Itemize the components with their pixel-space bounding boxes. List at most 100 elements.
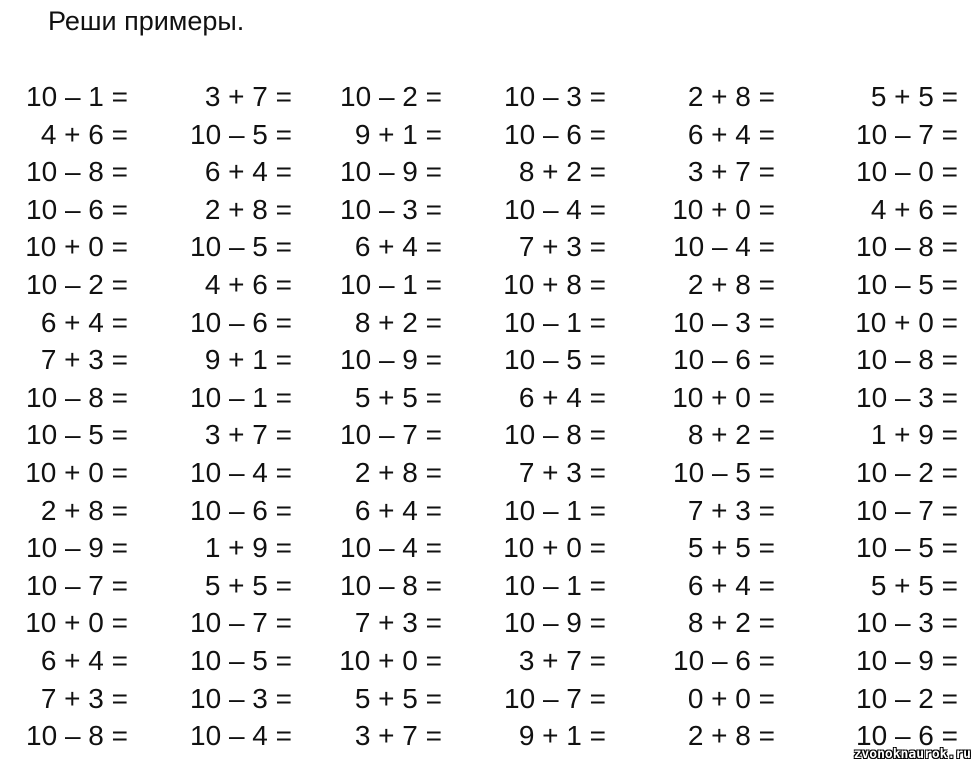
math-example: 6 + 4 = (687, 118, 775, 150)
math-example: 3 + 7 = (354, 720, 442, 752)
math-example: 10 – 4 = (340, 532, 442, 564)
example-row: 10 – 7 = 5 + 5 = 10 – 8 = 10 – 1 = 6 + 4 = 5 … (0, 568, 979, 604)
math-example: 10 – 9 = (340, 156, 442, 188)
math-example: 6 + 4 = (687, 569, 775, 601)
math-example: 2 + 8 = (40, 494, 128, 526)
math-example: 3 + 7 = (204, 419, 292, 451)
math-example: 6 + 4 = (354, 494, 442, 526)
math-example: 10 – 3 = (856, 607, 958, 639)
math-example: 5 + 5 = (354, 381, 442, 413)
math-example: 10 – 5 = (504, 344, 606, 376)
worksheet-title: Реши примеры. (48, 6, 245, 36)
math-example: 10 – 6 = (190, 494, 292, 526)
math-example: 10 – 9 = (26, 532, 128, 564)
math-example: 10 – 5 = (673, 457, 775, 488)
example-row: 10 – 8 = 10 – 1 = 5 + 5 = 6 + 4 = 10 + 0 = 10… (0, 380, 979, 416)
math-example: 10 – 4 = (190, 720, 292, 752)
example-row: 10 – 5 = 3 + 7 = 10 – 7 = 10 – 8 = 8 + 2 = 1 … (0, 417, 979, 453)
math-example: 10 – 7 = (190, 607, 292, 639)
math-example: 10 + 0 = (25, 231, 128, 263)
math-example: 10 – 8 = (856, 231, 958, 263)
math-example: 2 + 8 = (354, 457, 442, 488)
math-example: 0 + 0 = (687, 682, 775, 714)
math-example: 10 – 6 = (856, 720, 958, 752)
watermark: zvonoknaurok.ru (853, 747, 971, 762)
example-row: 10 – 9 = 1 + 9 = 10 – 4 = 10 + 0 = 5 + 5 = 10… (0, 530, 979, 566)
math-example: 4 + 6 = (40, 118, 128, 150)
math-example: 1 + 9 = (870, 419, 958, 451)
math-example: 6 + 4 = (354, 231, 442, 263)
math-example: 10 – 9 = (856, 645, 958, 676)
math-example: 10 – 6 = (673, 645, 775, 676)
example-row: 10 + 0 = 10 – 7 = 7 + 3 = 10 – 9 = 8 + 2 = 10… (0, 605, 979, 641)
example-row: 2 + 8 = 10 – 6 = 6 + 4 = 10 – 1 = 7 + 3 = 10 … (0, 493, 979, 529)
math-example: 2 + 8 = (687, 269, 775, 300)
math-example: 10 – 9 = (340, 344, 442, 376)
math-example: 10 + 0 = (855, 306, 958, 338)
example-row: 10 + 0 = 10 – 4 = 2 + 8 = 7 + 3 = 10 – 5 = 10… (0, 455, 979, 491)
math-example: 10 + 0 = (672, 193, 775, 225)
math-example: 10 – 8 = (26, 156, 128, 188)
math-example: 10 – 0 = (856, 156, 958, 188)
math-example: 10 – 6 = (504, 118, 606, 150)
math-example: 10 + 0 = (503, 532, 606, 564)
example-row: 10 + 0 = 10 – 5 = 6 + 4 = 7 + 3 = 10 – 4 = 10… (0, 229, 979, 265)
math-example: 10 – 7 = (26, 569, 128, 601)
math-example: 8 + 2 = (354, 306, 442, 338)
math-example: 10 – 5 = (190, 645, 292, 676)
math-example: 10 – 8 = (26, 720, 128, 752)
math-example: 10 – 1 = (504, 569, 606, 601)
math-example: 7 + 3 = (518, 231, 606, 263)
math-example: 10 – 5 = (26, 419, 128, 451)
math-example: 10 – 2 = (340, 81, 442, 112)
math-example: 10 + 0 = (25, 457, 128, 488)
math-example: 10 – 6 = (673, 344, 775, 376)
math-example: 6 + 4 = (518, 381, 606, 413)
math-example: 4 + 6 = (204, 269, 292, 300)
math-example: 8 + 2 = (518, 156, 606, 188)
math-example: 2 + 8 = (687, 81, 775, 112)
math-example: 10 – 6 = (190, 306, 292, 338)
math-example: 5 + 5 = (870, 81, 958, 112)
math-example: 10 – 7 = (856, 118, 958, 150)
example-row: 10 – 2 = 4 + 6 = 10 – 1 = 10 + 8 = 2 + 8 = 10… (0, 267, 979, 303)
math-example: 5 + 5 = (687, 532, 775, 564)
math-example: 10 + 0 = (672, 381, 775, 413)
example-row: 10 – 8 = 6 + 4 = 10 – 9 = 8 + 2 = 3 + 7 = 10 … (0, 154, 979, 190)
math-example: 10 – 7 = (856, 494, 958, 526)
math-example: 10 – 9 = (504, 607, 606, 639)
math-example: 10 – 2 = (856, 457, 958, 488)
math-example: 10 – 3 = (856, 381, 958, 413)
example-row: 10 – 6 = 2 + 8 = 10 – 3 = 10 – 4 = 10 + 0 = 4… (0, 192, 979, 228)
math-example: 3 + 7 = (518, 645, 606, 676)
math-example: 9 + 1 = (204, 344, 292, 376)
math-example: 3 + 7 = (687, 156, 775, 188)
math-example: 10 – 4 = (504, 193, 606, 225)
math-example: 7 + 3 = (354, 607, 442, 639)
math-example: 10 – 5 = (856, 269, 958, 300)
math-example: 10 + 0 = (339, 645, 442, 676)
math-example: 10 – 8 = (26, 381, 128, 413)
math-example: 10 – 4 = (190, 457, 292, 488)
math-example: 2 + 8 = (204, 193, 292, 225)
example-row: 7 + 3 = 9 + 1 = 10 – 9 = 10 – 5 = 10 – 6 = 10… (0, 342, 979, 378)
math-example: 9 + 1 = (518, 720, 606, 752)
math-example: 10 + 0 = (25, 607, 128, 639)
math-example: 10 – 5 = (190, 118, 292, 150)
math-example: 5 + 5 = (354, 682, 442, 714)
example-row: 7 + 3 = 10 – 3 = 5 + 5 = 10 – 7 = 0 + 0 = 10 … (0, 681, 979, 717)
math-example: 8 + 2 = (687, 419, 775, 451)
math-example: 10 – 8 = (856, 344, 958, 376)
math-example: 10 – 3 = (340, 193, 442, 225)
example-row: 10 – 1 = 3 + 7 = 10 – 2 = 10 – 3 = 2 + 8 = 5 … (0, 79, 979, 115)
math-example: 6 + 4 = (40, 645, 128, 676)
math-example: 10 – 5 = (856, 532, 958, 564)
example-row: 6 + 4 = 10 – 6 = 8 + 2 = 10 – 1 = 10 – 3 = 10… (0, 305, 979, 341)
example-row: 6 + 4 = 10 – 5 = 10 + 0 = 3 + 7 = 10 – 6 = 10… (0, 643, 979, 679)
math-example: 10 – 1 = (190, 381, 292, 413)
math-example: 10 – 3 = (673, 306, 775, 338)
math-example: 10 – 5 = (190, 231, 292, 263)
math-example: 10 + 8 = (503, 269, 606, 300)
math-example: 5 + 5 = (204, 569, 292, 601)
math-example: 10 – 7 = (340, 419, 442, 451)
